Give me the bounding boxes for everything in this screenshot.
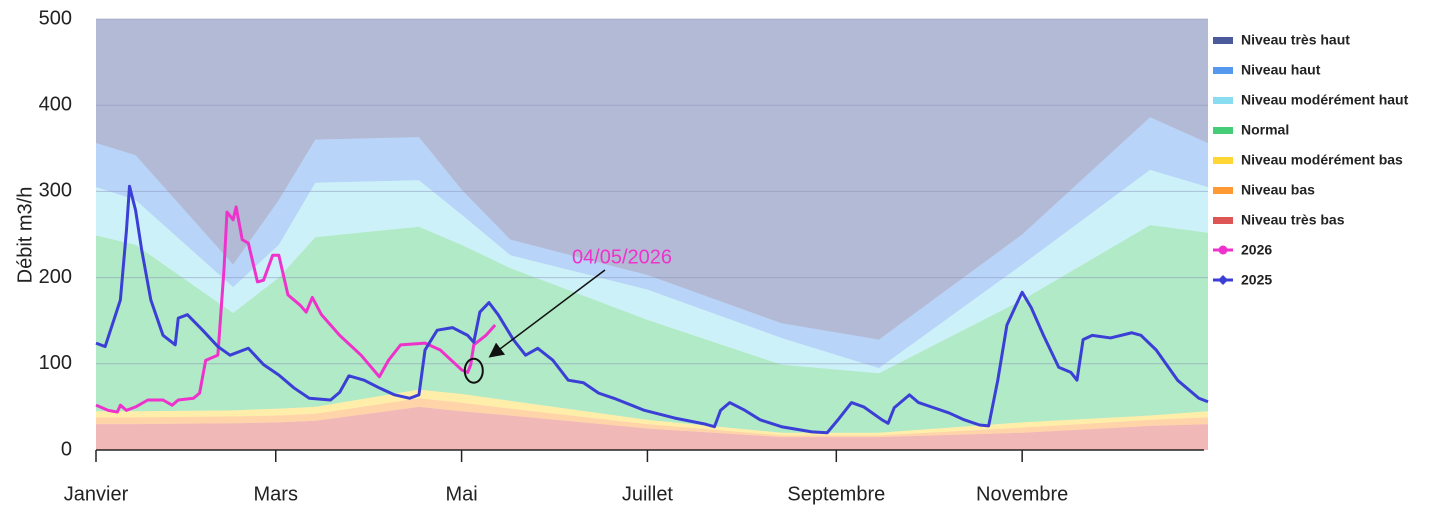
- legend-swatch: [1213, 217, 1233, 224]
- legend-label: Niveau bas: [1241, 182, 1315, 198]
- band-area: [96, 117, 1208, 369]
- legend-swatch: [1213, 187, 1233, 194]
- legend-label: 2026: [1241, 242, 1272, 258]
- legend-swatch: [1213, 37, 1233, 44]
- x-tick-label: Mars: [254, 483, 298, 505]
- band-area: [96, 406, 1208, 450]
- legend-swatch: [1213, 127, 1233, 134]
- annotation-arrow: [488, 269, 606, 358]
- x-tick-label: Septembre: [787, 483, 885, 505]
- legend-marker: [1218, 245, 1228, 255]
- y-tick-label: 100: [39, 352, 72, 374]
- legend-swatch: [1213, 97, 1233, 104]
- y-tick-label: 500: [39, 7, 72, 29]
- legend-swatch: [1213, 67, 1233, 74]
- band-area: [96, 389, 1208, 436]
- annotation-text: 04/05/2026: [572, 246, 672, 268]
- y-axis-label: Débit m3/h: [14, 187, 36, 284]
- legend-label: Niveau modérément bas: [1241, 152, 1403, 168]
- x-tick-label: Juillet: [622, 483, 674, 505]
- line-series: [95, 184, 1209, 435]
- y-tick-label: 0: [61, 438, 72, 460]
- band-area: [96, 398, 1208, 438]
- legend-label: Normal: [1241, 122, 1289, 138]
- legend-marker: [1218, 275, 1228, 285]
- legend-label: 2025: [1241, 272, 1272, 288]
- band-area: [96, 169, 1208, 374]
- y-tick-label: 200: [39, 266, 72, 288]
- band-area: [96, 225, 1208, 433]
- legend-swatch: [1213, 157, 1233, 164]
- legend-label: Niveau modérément haut: [1241, 92, 1409, 108]
- y-tick-label: 300: [39, 180, 72, 202]
- legend-label: Niveau haut: [1241, 62, 1321, 78]
- annotation-circle: [463, 357, 484, 384]
- y-tick-label: 400: [39, 93, 72, 115]
- x-tick-label: Novembre: [976, 483, 1068, 505]
- band-area: [96, 19, 1208, 340]
- x-tick-label: Mai: [445, 483, 477, 505]
- x-tick-label: Janvier: [64, 483, 129, 505]
- legend-label: Niveau très haut: [1241, 32, 1350, 48]
- legend-label: Niveau très bas: [1241, 212, 1345, 228]
